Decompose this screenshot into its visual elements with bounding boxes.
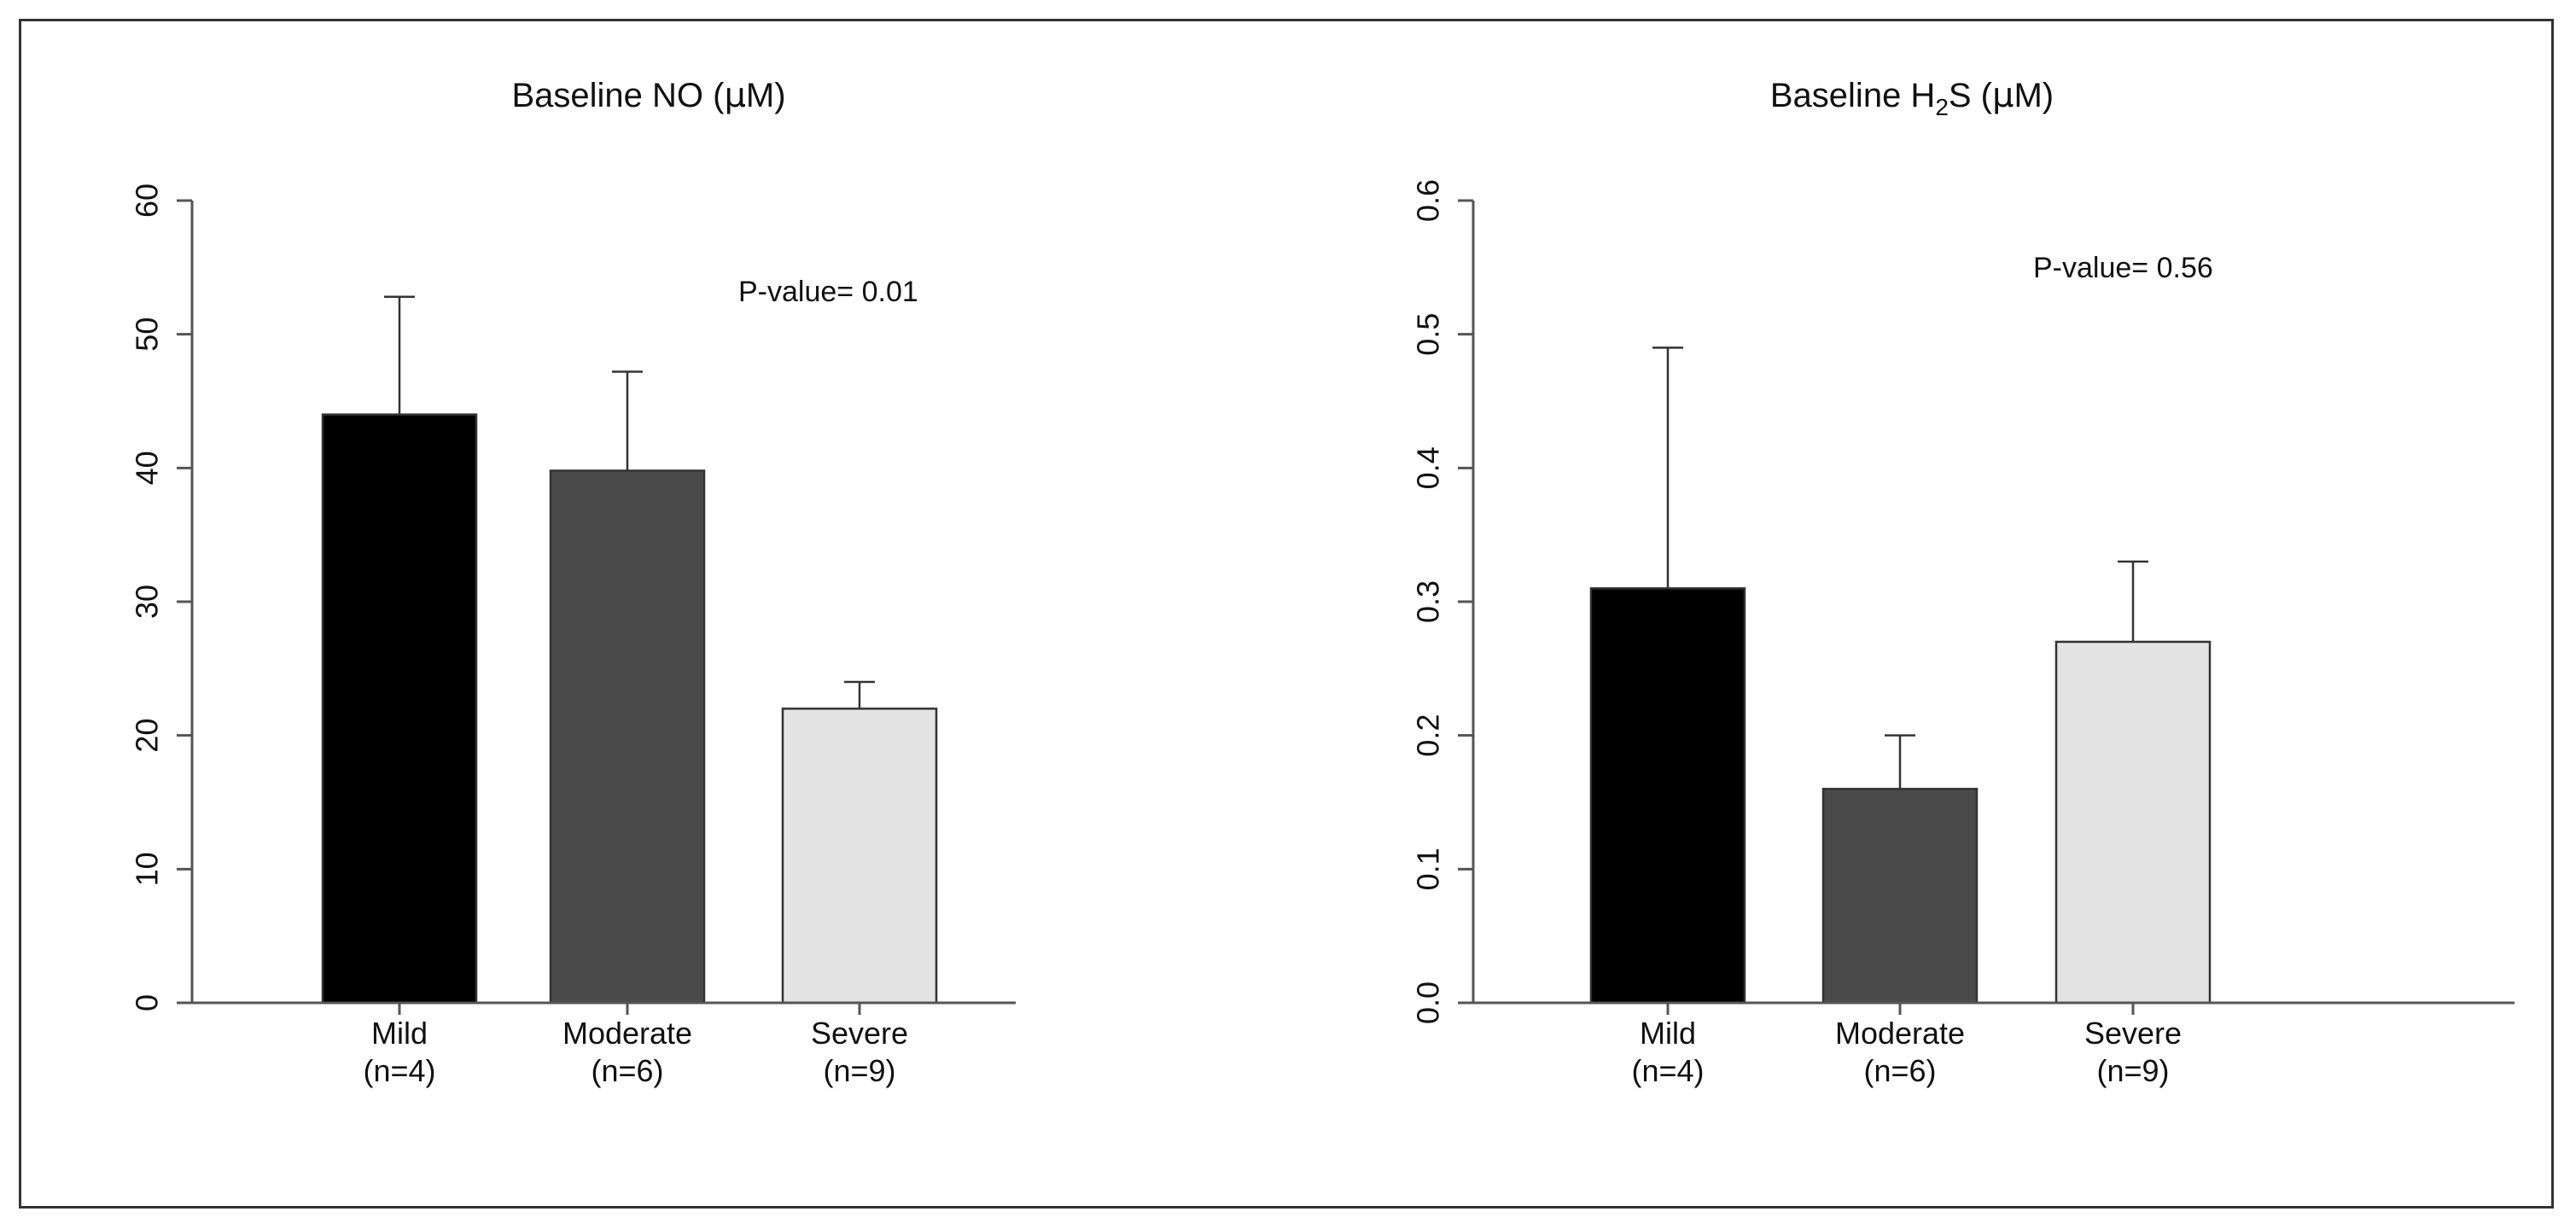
bar-moderate [1821, 788, 1979, 1005]
title-part: M) [2014, 77, 2054, 114]
bar-mild [1589, 587, 1746, 1005]
bar-moderate [549, 469, 706, 1005]
x-category-n-label: (n=6) [1863, 1053, 1936, 1088]
x-category-n-label: (n=9) [2096, 1053, 2169, 1088]
bar-severe [2054, 640, 2212, 1005]
y-tick-label: 0.0 [1411, 981, 1446, 1024]
y-tick-label: 50 [130, 317, 165, 352]
title-part: Baseline NO ( [511, 77, 725, 114]
x-axis-categories: Mild(n=4) Moderate(n=6) Severe(n=9) [1631, 1003, 2182, 1088]
figure-frame: Baseline NO (μM) 0 10 20 30 40 50 60 Mild (n=4)… [19, 19, 2554, 1209]
y-tick-label: 0.6 [1411, 179, 1446, 222]
x-category-label: Moderate [1835, 1016, 1965, 1051]
y-tick-label: 40 [130, 451, 165, 485]
chart-title: Baseline H2S (μM) [1770, 76, 2054, 120]
y-tick-label: 0.2 [1411, 714, 1446, 757]
y-axis: 0.0 0.1 0.2 0.3 0.4 0.5 0.6 [1411, 179, 1475, 1024]
title-part-mu: μ [1992, 76, 2014, 115]
p-value-annotation: P-value= 0.56 [2033, 252, 2213, 284]
y-tick-label: 20 [130, 719, 165, 753]
error-bars [384, 295, 875, 709]
y-axis: 0 10 20 30 40 50 60 [130, 183, 194, 1011]
x-category-label: Severe [2084, 1016, 2182, 1051]
x-category-n-label: (n=4) [1631, 1053, 1704, 1088]
y-tick-label: 0.4 [1411, 446, 1446, 489]
x-category-label: Mild [371, 1016, 428, 1051]
x-category-label: Severe [811, 1016, 908, 1051]
y-tick-label: 0.3 [1411, 580, 1446, 623]
x-category-n-label: (n=9) [823, 1053, 895, 1088]
x-category-label: Mild [1640, 1016, 1696, 1051]
y-tick-label: 30 [130, 585, 165, 619]
y-tick-label: 10 [130, 852, 165, 886]
chart-title: Baseline NO (μM) [511, 76, 785, 115]
y-tick-label: 0 [130, 994, 165, 1011]
title-part: S ( [1949, 77, 1993, 114]
title-part-subscript: 2 [1935, 94, 1949, 120]
title-part: M) [746, 77, 786, 114]
y-tick-label: 60 [130, 183, 165, 218]
p-value-annotation: P-value= 0.01 [738, 276, 918, 308]
bars [1589, 587, 2212, 1005]
y-tick-label: 0.5 [1411, 313, 1446, 356]
y-tick-label: 0.1 [1411, 847, 1446, 890]
x-axis-categories: Mild(n=4) Moderate(n=6) Severe(n=9) [363, 1003, 908, 1088]
title-part: Baseline H [1770, 77, 1935, 114]
x-category-label: Moderate [562, 1016, 692, 1051]
x-category-n-label: (n=6) [591, 1053, 663, 1088]
bars [321, 413, 938, 1005]
chart-baseline-h2s: Baseline H2S (μM) 0.00.10.20.30.40.50.6 … [1411, 76, 2515, 1088]
bar-mild [321, 413, 478, 1005]
x-category-n-label: (n=4) [363, 1053, 435, 1088]
chart-baseline-no: Baseline NO (μM) 0 10 20 30 40 50 60 Mild(n=4)… [130, 76, 1016, 1088]
title-part-mu: μ [724, 76, 745, 115]
error-bars [1652, 347, 2148, 789]
bar-severe [781, 708, 938, 1005]
